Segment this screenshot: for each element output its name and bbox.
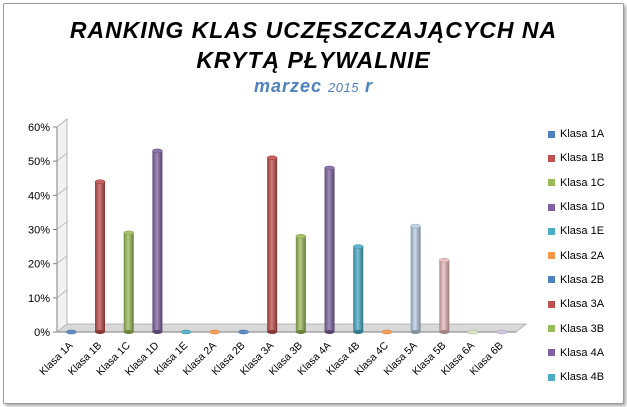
legend-swatch xyxy=(548,203,555,211)
bar-klasa-4a xyxy=(324,165,335,334)
bar-klasa-1b xyxy=(94,179,106,334)
legend-swatch xyxy=(548,154,555,162)
y-tick-label: 0% xyxy=(34,327,50,339)
bar-klasa-4c xyxy=(381,329,393,335)
subtitle-year: 2015 xyxy=(328,80,359,95)
legend-swatch xyxy=(548,300,555,308)
y-tick-label: 10% xyxy=(28,293,50,305)
legend-label: Klasa 1E xyxy=(560,225,605,238)
legend-item: Klasa 1D xyxy=(548,195,618,219)
bar-klasa-2a xyxy=(209,329,221,335)
bar-klasa-5b xyxy=(439,258,450,334)
y-tick-label: 40% xyxy=(28,190,50,202)
y-tick-label: 60% xyxy=(28,122,50,134)
y-tick-label: 30% xyxy=(28,225,50,237)
legend-item: Klasa 4A xyxy=(548,341,618,365)
subtitle-suffix: r xyxy=(364,76,373,96)
legend-label: Klasa 4A xyxy=(560,346,605,359)
y-tick-label: 50% xyxy=(28,156,50,168)
chart-title-line1: RANKING KLAS UCZĘSZCZAJĄCYCH NA xyxy=(69,17,558,43)
legend-swatch xyxy=(548,179,555,187)
legend-swatch xyxy=(548,252,555,260)
legend-item: Klasa 1C xyxy=(548,171,618,195)
chart-bars xyxy=(66,148,507,335)
bar-klasa-1e xyxy=(180,329,192,335)
legend-swatch xyxy=(548,349,555,357)
bar-klasa-1c xyxy=(123,230,134,334)
subtitle-month: marzec xyxy=(253,76,323,96)
legend-label: Klasa 2A xyxy=(560,249,605,262)
legend-item: Klasa 1E xyxy=(548,219,618,243)
legend-item: Klasa 4B xyxy=(548,365,618,389)
bar-klasa-3b xyxy=(295,234,307,334)
legend-item: Klasa 3B xyxy=(548,316,618,340)
bar-klasa-5a xyxy=(410,223,421,334)
legend-item: Klasa 1A xyxy=(548,122,618,146)
legend-swatch xyxy=(548,325,555,333)
bar-klasa-6a xyxy=(467,329,479,335)
bar-klasa-1d xyxy=(152,148,163,334)
chart-subtitle: marzec 2015 r xyxy=(0,76,627,97)
legend-item: Klasa 3A xyxy=(548,292,618,316)
chart-axes xyxy=(53,118,528,333)
legend-label: Klasa 1A xyxy=(560,128,605,141)
legend-label: Klasa 1D xyxy=(560,201,605,214)
legend: Klasa 1A Klasa 1B Klasa 1C Klasa 1D Klasa 1E… xyxy=(548,122,618,389)
bar-klasa-3a xyxy=(266,155,278,334)
legend-swatch xyxy=(548,373,555,381)
y-tick-label: 20% xyxy=(28,259,50,271)
legend-item: Klasa 2A xyxy=(548,243,618,267)
legend-swatch xyxy=(548,227,555,235)
chart-title-line2: KRYTĄ PŁYWALNIE xyxy=(196,47,431,73)
bar-klasa-1a xyxy=(66,329,77,335)
y-tick-labels: 0% 10% 20% 30% 40% 50% 60% xyxy=(28,122,50,339)
legend-label: Klasa 1B xyxy=(560,152,605,165)
legend-item: Klasa 2B xyxy=(548,268,618,292)
legend-item: Klasa 1B xyxy=(548,146,618,170)
bar-klasa-2b xyxy=(238,329,249,335)
legend-swatch xyxy=(548,130,555,138)
legend-label: Klasa 4B xyxy=(560,371,605,384)
legend-label: Klasa 3A xyxy=(560,298,605,311)
legend-label: Klasa 2B xyxy=(560,273,605,286)
bar-klasa-6b xyxy=(496,329,507,335)
legend-label: Klasa 1C xyxy=(560,176,605,189)
legend-label: Klasa 3B xyxy=(560,322,605,335)
legend-swatch xyxy=(548,276,555,284)
bar-klasa-4b xyxy=(352,244,364,334)
chart-frame xyxy=(3,3,624,404)
